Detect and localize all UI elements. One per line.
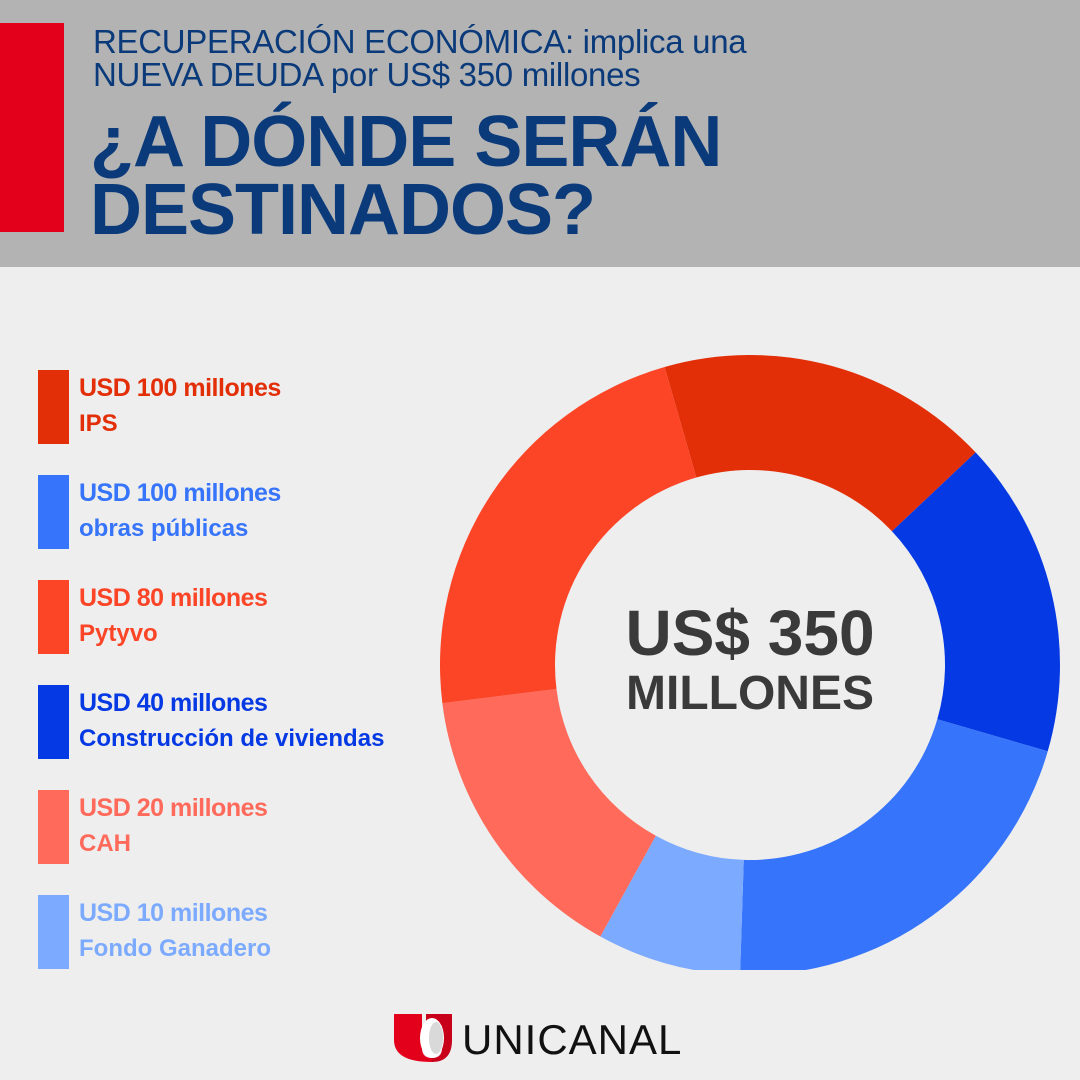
legend-label: obras públicas: [79, 515, 249, 542]
center-unit: MILLONES: [626, 667, 874, 720]
donut-chart: [440, 355, 1060, 970]
legend-label: CAH: [79, 830, 131, 857]
chart-legend: USD 100 millones IPS USD 100 millones ob…: [38, 370, 458, 1000]
header-band: RECUPERACIÓN ECONÓMICA: implica una NUEV…: [0, 0, 1080, 267]
legend-item: USD 20 millones CAH: [38, 790, 458, 895]
donut-slice: [891, 452, 1060, 752]
donut-slice: [664, 355, 976, 532]
legend-swatch: [38, 580, 69, 654]
legend-amount: USD 10 millones: [79, 899, 268, 927]
legend-amount: USD 100 millones: [79, 374, 281, 402]
legend-label: Construcción de viviendas: [79, 725, 385, 752]
donut-slice: [600, 835, 744, 970]
legend-item: USD 80 millones Pytyvo: [38, 580, 458, 685]
legend-amount: USD 20 millones: [79, 794, 268, 822]
legend-item: USD 100 millones IPS: [38, 370, 458, 475]
legend-swatch: [38, 370, 69, 444]
legend-amount: USD 100 millones: [79, 479, 281, 507]
legend-label: IPS: [79, 410, 118, 437]
legend-amount: USD 40 millones: [79, 689, 268, 717]
subtitle: RECUPERACIÓN ECONÓMICA: implica una NUEV…: [93, 25, 1053, 91]
accent-bar: [0, 23, 64, 232]
legend-item: USD 10 millones Fondo Ganadero: [38, 895, 458, 1000]
legend-swatch: [38, 475, 69, 549]
subtitle-line-2: NUEVA DEUDA por US$ 350 millones: [93, 56, 641, 93]
legend-swatch: [38, 895, 69, 969]
subtitle-line-1: RECUPERACIÓN ECONÓMICA: implica una: [93, 23, 747, 60]
legend-amount: USD 80 millones: [79, 584, 268, 612]
unicanal-logo: UNICANAL: [392, 1012, 712, 1064]
legend-item: USD 40 millones Construcción de vivienda…: [38, 685, 458, 790]
legend-item: USD 100 millones obras públicas: [38, 475, 458, 580]
donut-slice: [740, 719, 1048, 970]
donut-slice: [442, 689, 656, 937]
unicanal-logo-icon: [394, 1014, 452, 1062]
legend-label: Fondo Ganadero: [79, 935, 271, 962]
donut-slice: [440, 367, 697, 704]
title-line-1: ¿A DÓNDE SERÁN: [90, 102, 722, 182]
page-title: ¿A DÓNDE SERÁN DESTINADOS?: [90, 102, 1070, 250]
donut-center-total: US$ 350 MILLONES: [565, 598, 935, 720]
title-line-2: DESTINADOS?: [90, 170, 596, 250]
legend-label: Pytyvo: [79, 620, 158, 647]
legend-swatch: [38, 790, 69, 864]
legend-swatch: [38, 685, 69, 759]
center-amount: US$ 350: [625, 597, 875, 669]
brand-name: UNICANAL: [462, 1016, 683, 1063]
